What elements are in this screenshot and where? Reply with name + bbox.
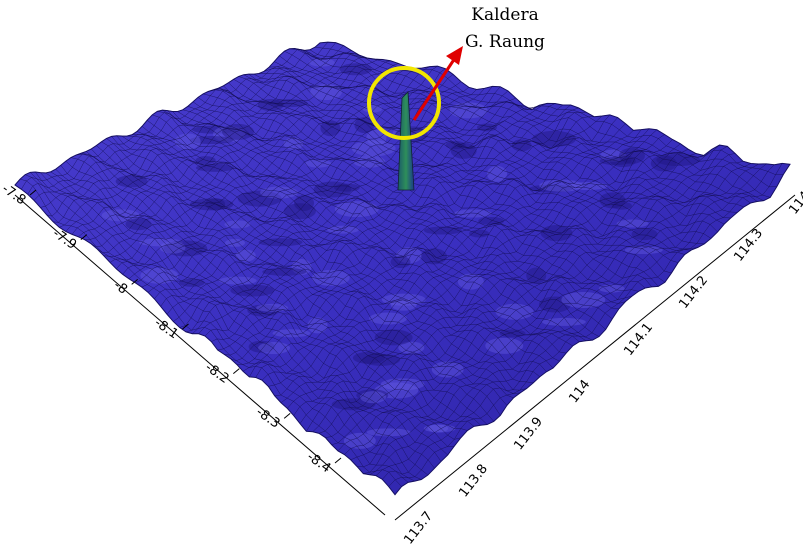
surface-shade [478, 217, 504, 225]
lon-tick-label: 114 [566, 377, 593, 406]
figure: Kaldera G. Raung -7.8-7.9-8-8.1-8.2-8.3-… [0, 0, 803, 549]
lon-tick-label: 113.7 [401, 509, 436, 548]
annotation-line: G. Raung [465, 32, 545, 52]
tick-mark [335, 458, 341, 463]
surface-shade [599, 285, 625, 293]
lon-tick-label: 114.1 [621, 320, 656, 359]
surface-shade [362, 105, 382, 113]
lon-tick-label: 114.3 [731, 226, 766, 265]
lon-tick-label: 114.4 [786, 179, 803, 218]
surface-shade [632, 228, 658, 240]
surface-shade [600, 157, 632, 165]
lon-tick-label: 113.8 [456, 462, 491, 501]
surface-shade [487, 166, 507, 182]
surface-shade [344, 433, 376, 449]
surface-shade [260, 187, 298, 199]
tick-mark [233, 369, 239, 374]
surface-shade [273, 329, 311, 337]
surface-shade [625, 246, 663, 254]
lon-tick-label: 114.2 [676, 273, 711, 312]
lat-tick-label: -8.4 [304, 449, 333, 476]
surface-shade [569, 182, 607, 190]
annotation-line: Kaldera [471, 5, 538, 25]
arrow-head [446, 46, 463, 65]
surface-shade [450, 102, 488, 118]
lat-tick-label: -8.2 [202, 360, 231, 387]
lat-tick-label: -8.3 [253, 405, 282, 432]
tick-mark [284, 413, 290, 418]
lon-tick-label: 113.9 [511, 415, 546, 454]
